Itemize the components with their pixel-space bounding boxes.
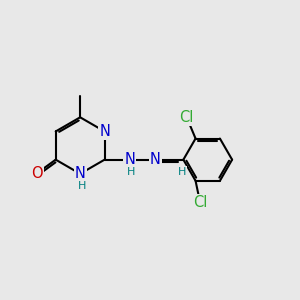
Text: Cl: Cl [193,195,207,210]
Text: H: H [78,181,87,191]
Text: N: N [150,152,160,167]
Text: Cl: Cl [179,110,194,125]
Text: N: N [75,166,86,181]
Text: N: N [124,152,135,167]
Text: H: H [178,167,186,176]
Text: O: O [32,166,43,181]
Text: H: H [127,167,136,177]
Text: N: N [99,124,110,139]
